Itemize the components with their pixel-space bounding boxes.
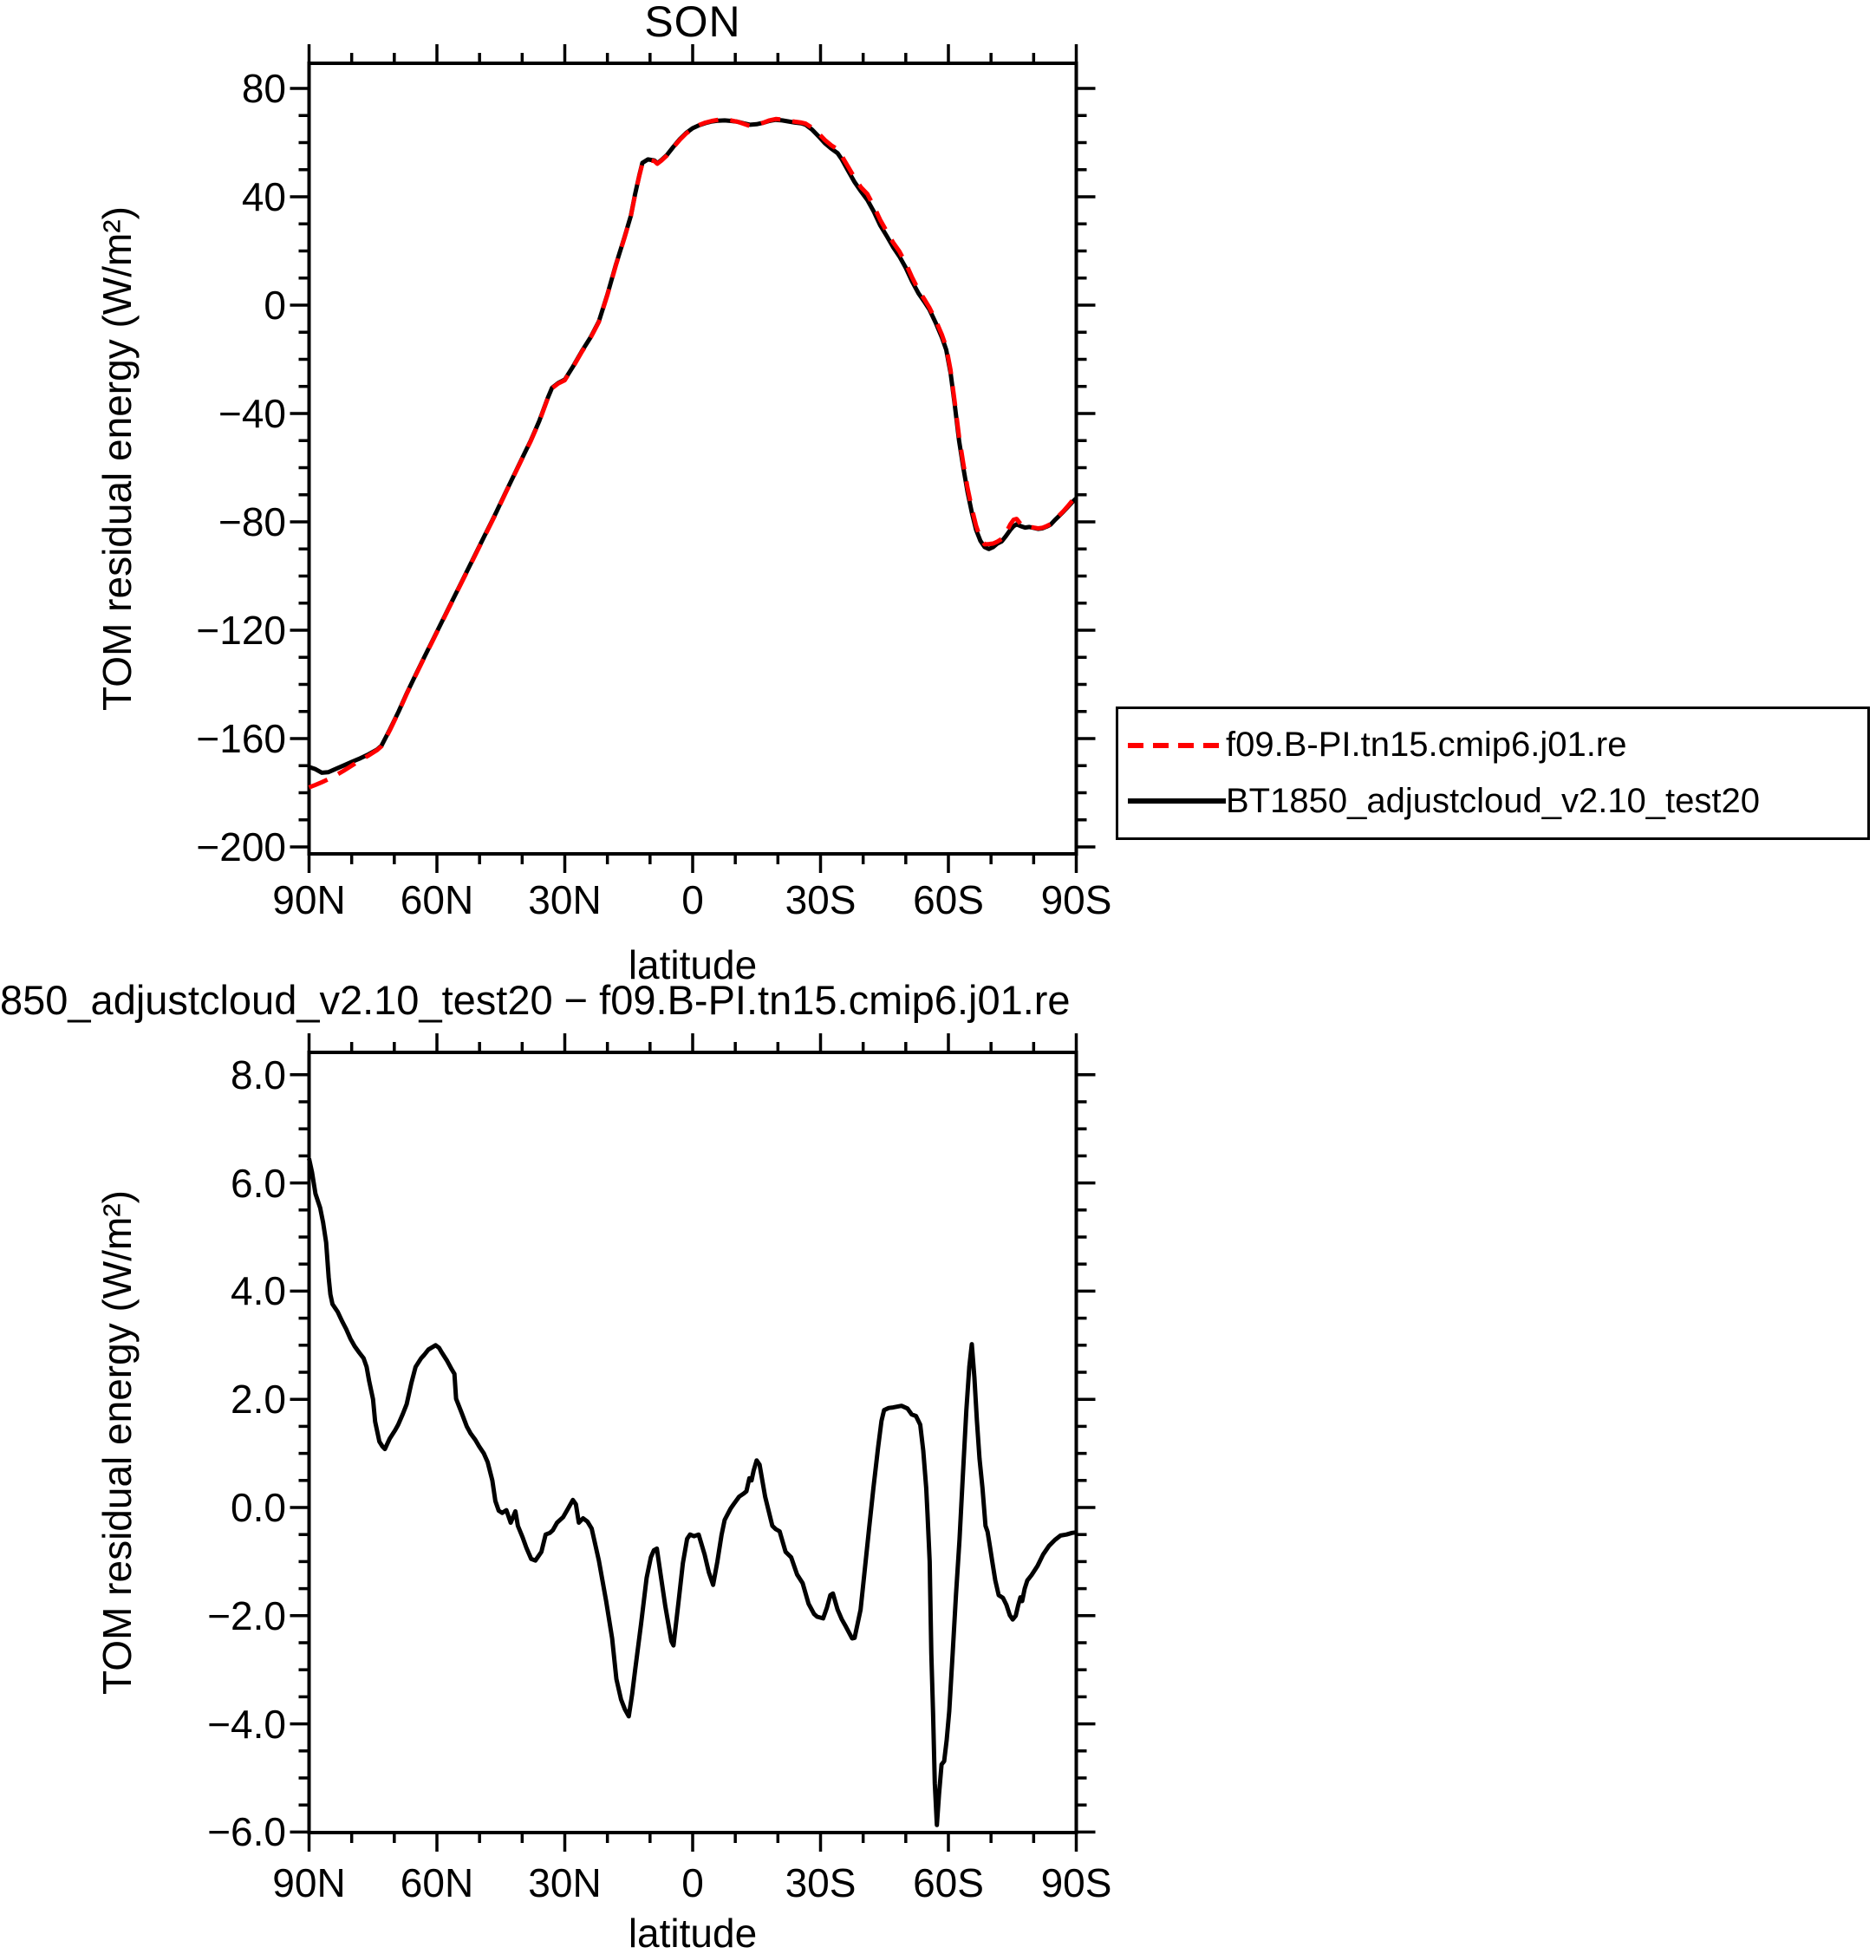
y-tick-label: −200 <box>196 824 286 869</box>
legend-item-bt1850: BT1850_adjustcloud_v2.10_test20 <box>1118 782 1867 821</box>
plot-frame <box>307 1051 1078 1834</box>
x-tick-label: 30N <box>528 1860 602 1905</box>
y-tick-label: 2.0 <box>231 1377 286 1423</box>
y-tick-label: −40 <box>218 391 286 436</box>
x-tick-label: 0 <box>681 877 704 922</box>
bottom-chart-y-axis-label: TOM residual energy (W/m²) <box>94 1190 140 1695</box>
y-tick-label: −4.0 <box>207 1701 286 1747</box>
x-tick-label: 90S <box>1040 877 1112 922</box>
bottom-chart-title: 850_adjustcloud_v2.10_test20 − f09.B-PI.… <box>0 977 1071 1023</box>
x-tick-label: 60N <box>400 877 474 922</box>
bottom-chart-x-axis-label: latitude <box>628 1911 758 1956</box>
y-tick-label: 0 <box>264 283 286 328</box>
x-tick-label: 90S <box>1040 1860 1112 1905</box>
y-tick-label: −160 <box>196 716 286 761</box>
black-solid-line-sample-icon <box>1128 798 1226 804</box>
x-tick-label: 60N <box>400 1860 474 1905</box>
legend-label-f09: f09.B-PI.tn15.cmip6.j01.re <box>1226 726 1627 765</box>
y-tick-label: −120 <box>196 608 286 653</box>
legend: f09.B-PI.tn15.cmip6.j01.re BT1850_adjust… <box>1116 707 1870 840</box>
legend-item-f09: f09.B-PI.tn15.cmip6.j01.re <box>1118 726 1867 765</box>
x-tick-label: 60S <box>913 1860 984 1905</box>
x-tick-label: 90N <box>272 877 346 922</box>
red-dashed-line-sample-icon <box>1128 742 1226 748</box>
x-tick-label: 30N <box>528 877 602 922</box>
top-chart-title: SON <box>644 0 741 46</box>
series-line-solid <box>307 1157 1077 1827</box>
top-chart-x-axis-label: latitude <box>628 942 758 987</box>
series-line-dashed <box>308 116 1078 790</box>
y-tick-label: −80 <box>218 499 286 544</box>
x-tick-label: 90N <box>272 1860 346 1905</box>
y-tick-label: 0.0 <box>231 1485 286 1530</box>
y-tick-label: −6.0 <box>207 1809 286 1855</box>
y-tick-label: 8.0 <box>231 1052 286 1097</box>
y-tick-label: −2.0 <box>207 1592 286 1638</box>
y-tick-label: 6.0 <box>231 1160 286 1206</box>
x-tick-label: 60S <box>913 877 984 922</box>
series-line-solid <box>308 117 1078 775</box>
x-tick-label: 30S <box>785 877 857 922</box>
y-tick-label: 40 <box>241 174 286 219</box>
y-tick-label: 4.0 <box>231 1268 286 1314</box>
y-tick-label: 80 <box>241 66 286 111</box>
top-chart-y-axis-label: TOM residual energy (W/m²) <box>94 206 140 711</box>
x-tick-label: 0 <box>681 1860 704 1905</box>
legend-label-bt1850: BT1850_adjustcloud_v2.10_test20 <box>1226 781 1761 820</box>
x-tick-label: 30S <box>785 1860 857 1905</box>
